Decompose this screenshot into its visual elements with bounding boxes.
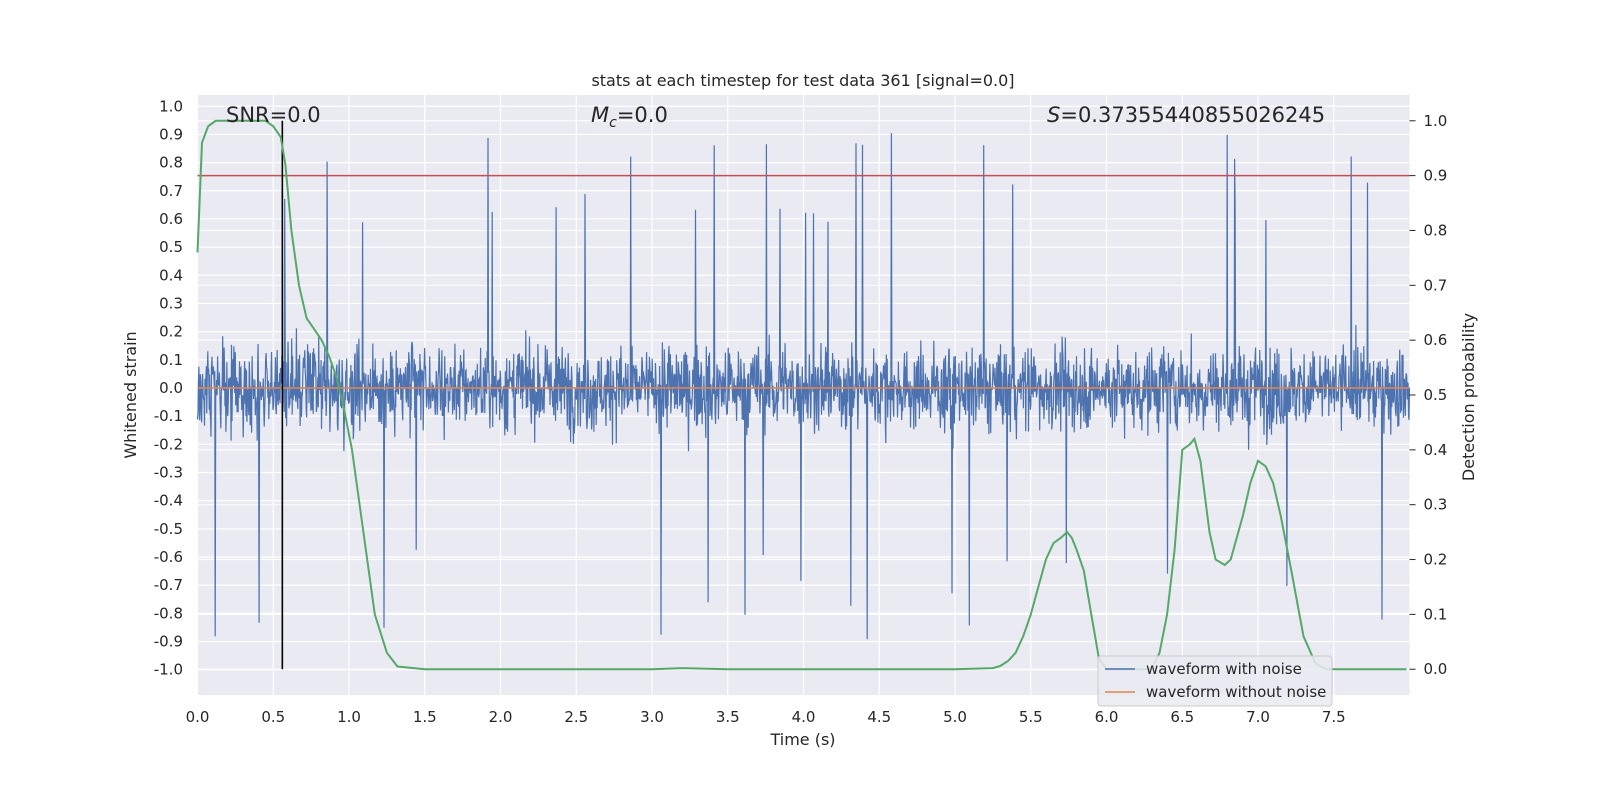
y-tick-label: 0.9 bbox=[159, 125, 183, 143]
right-tick-label: 0.3 bbox=[1424, 496, 1448, 514]
y-tick-label: -0.5 bbox=[154, 520, 183, 538]
s-value: =0.37355440855026245 bbox=[1060, 103, 1325, 127]
mc-value: =0.0 bbox=[617, 103, 668, 127]
x-tick-label: 5.5 bbox=[1019, 708, 1043, 726]
right-tick-label: 0.6 bbox=[1424, 331, 1448, 349]
right-tick-label: 0.4 bbox=[1424, 441, 1448, 459]
y-tick-label: 0.4 bbox=[159, 266, 183, 284]
legend-box bbox=[1097, 655, 1333, 707]
right-tick-label: 1.0 bbox=[1424, 112, 1448, 130]
right-tick-label: 0.0 bbox=[1424, 660, 1448, 678]
y-axis-label: Whitened strain bbox=[121, 331, 140, 458]
right-tick-label: 0.9 bbox=[1424, 167, 1448, 185]
y-tick-label: 0.7 bbox=[159, 182, 183, 200]
x-tick-label: 1.0 bbox=[337, 708, 361, 726]
y-tick-label: -0.7 bbox=[154, 576, 183, 594]
right-tick-label: 0.5 bbox=[1424, 386, 1448, 404]
x-tick-label: 7.0 bbox=[1246, 708, 1270, 726]
x-tick-label: 3.5 bbox=[716, 708, 740, 726]
right-tick-label: 0.1 bbox=[1424, 605, 1448, 623]
x-tick-label: 4.5 bbox=[867, 708, 891, 726]
series-waveform-with-noise bbox=[196, 133, 1411, 640]
chart-title: stats at each timestep for test data 361… bbox=[591, 71, 1014, 90]
x-tick-label: 2.5 bbox=[564, 708, 588, 726]
mc-symbol: M bbox=[591, 103, 609, 127]
y-tick-label: -0.9 bbox=[154, 632, 183, 650]
y-tick-label: -0.4 bbox=[154, 492, 183, 510]
y-tick-label: 0.2 bbox=[159, 323, 183, 341]
x-axis-label: Time (s) bbox=[769, 730, 835, 749]
y-tick-label: 0.1 bbox=[159, 351, 183, 369]
x-axis-ticks: 0.0 0.5 1.0 1.5 2.0 2.5 3.0 3.5 4.0 4.5 5.0 5.5 6.0 6… bbox=[186, 708, 1346, 726]
x-tick-label: 3.0 bbox=[640, 708, 664, 726]
y-tick-label: -0.2 bbox=[154, 435, 183, 453]
x-tick-label: 0.5 bbox=[261, 708, 285, 726]
mc-annotation: Mc=0.0 bbox=[591, 103, 668, 131]
x-tick-label: 0.0 bbox=[186, 708, 210, 726]
legend: waveform with noise waveform without noi… bbox=[1097, 655, 1333, 707]
y-tick-label: -0.3 bbox=[154, 463, 183, 481]
series-detection-probability bbox=[196, 119, 1407, 671]
y-tick-label: -0.1 bbox=[154, 407, 183, 425]
x-tick-label: 1.5 bbox=[413, 708, 437, 726]
y-tick-label: 0.5 bbox=[159, 238, 183, 256]
plot-area bbox=[196, 119, 1411, 671]
y-axis-ticks: 1.0 0.9 0.8 0.7 0.6 0.5 0.4 0.3 0.2 0.1 0.0 -0.1 -0.… bbox=[154, 97, 183, 678]
mc-subscript: c bbox=[609, 115, 617, 131]
y-tick-label: 0.3 bbox=[159, 294, 183, 312]
y-tick-label: -1.0 bbox=[154, 661, 183, 679]
x-tick-label: 7.5 bbox=[1322, 708, 1346, 726]
y-tick-label: 1.0 bbox=[159, 97, 183, 115]
s-annotation: S=0.37355440855026245 bbox=[1047, 103, 1325, 127]
legend-label-waveform-with-noise: waveform with noise bbox=[1146, 660, 1302, 678]
x-tick-label: 5.0 bbox=[943, 708, 967, 726]
y-tick-label: -0.8 bbox=[154, 604, 183, 622]
y-tick-label: -0.6 bbox=[154, 548, 183, 566]
y-tick-label: 0.6 bbox=[159, 210, 183, 228]
y-tick-label: 0.8 bbox=[159, 154, 183, 172]
x-tick-label: 4.0 bbox=[792, 708, 816, 726]
right-axis-label: Detection probability bbox=[1459, 313, 1478, 481]
x-tick-label: 6.5 bbox=[1170, 708, 1194, 726]
y-tick-label: 0.0 bbox=[159, 379, 183, 397]
s-symbol: S bbox=[1047, 103, 1060, 127]
right-tick-label: 0.2 bbox=[1424, 551, 1448, 569]
x-tick-label: 6.0 bbox=[1095, 708, 1119, 726]
right-tick-label: 0.8 bbox=[1424, 221, 1448, 239]
right-axis-ticks: 1.0 0.9 0.8 0.7 0.6 0.5 0.4 0.3 0.2 0.1 0.0 bbox=[1409, 112, 1448, 678]
x-tick-label: 2.0 bbox=[489, 708, 513, 726]
legend-label-waveform-without-noise: waveform without noise bbox=[1146, 683, 1326, 701]
right-tick-label: 0.7 bbox=[1424, 276, 1448, 294]
snr-annotation: SNR=0.0 bbox=[226, 103, 321, 127]
